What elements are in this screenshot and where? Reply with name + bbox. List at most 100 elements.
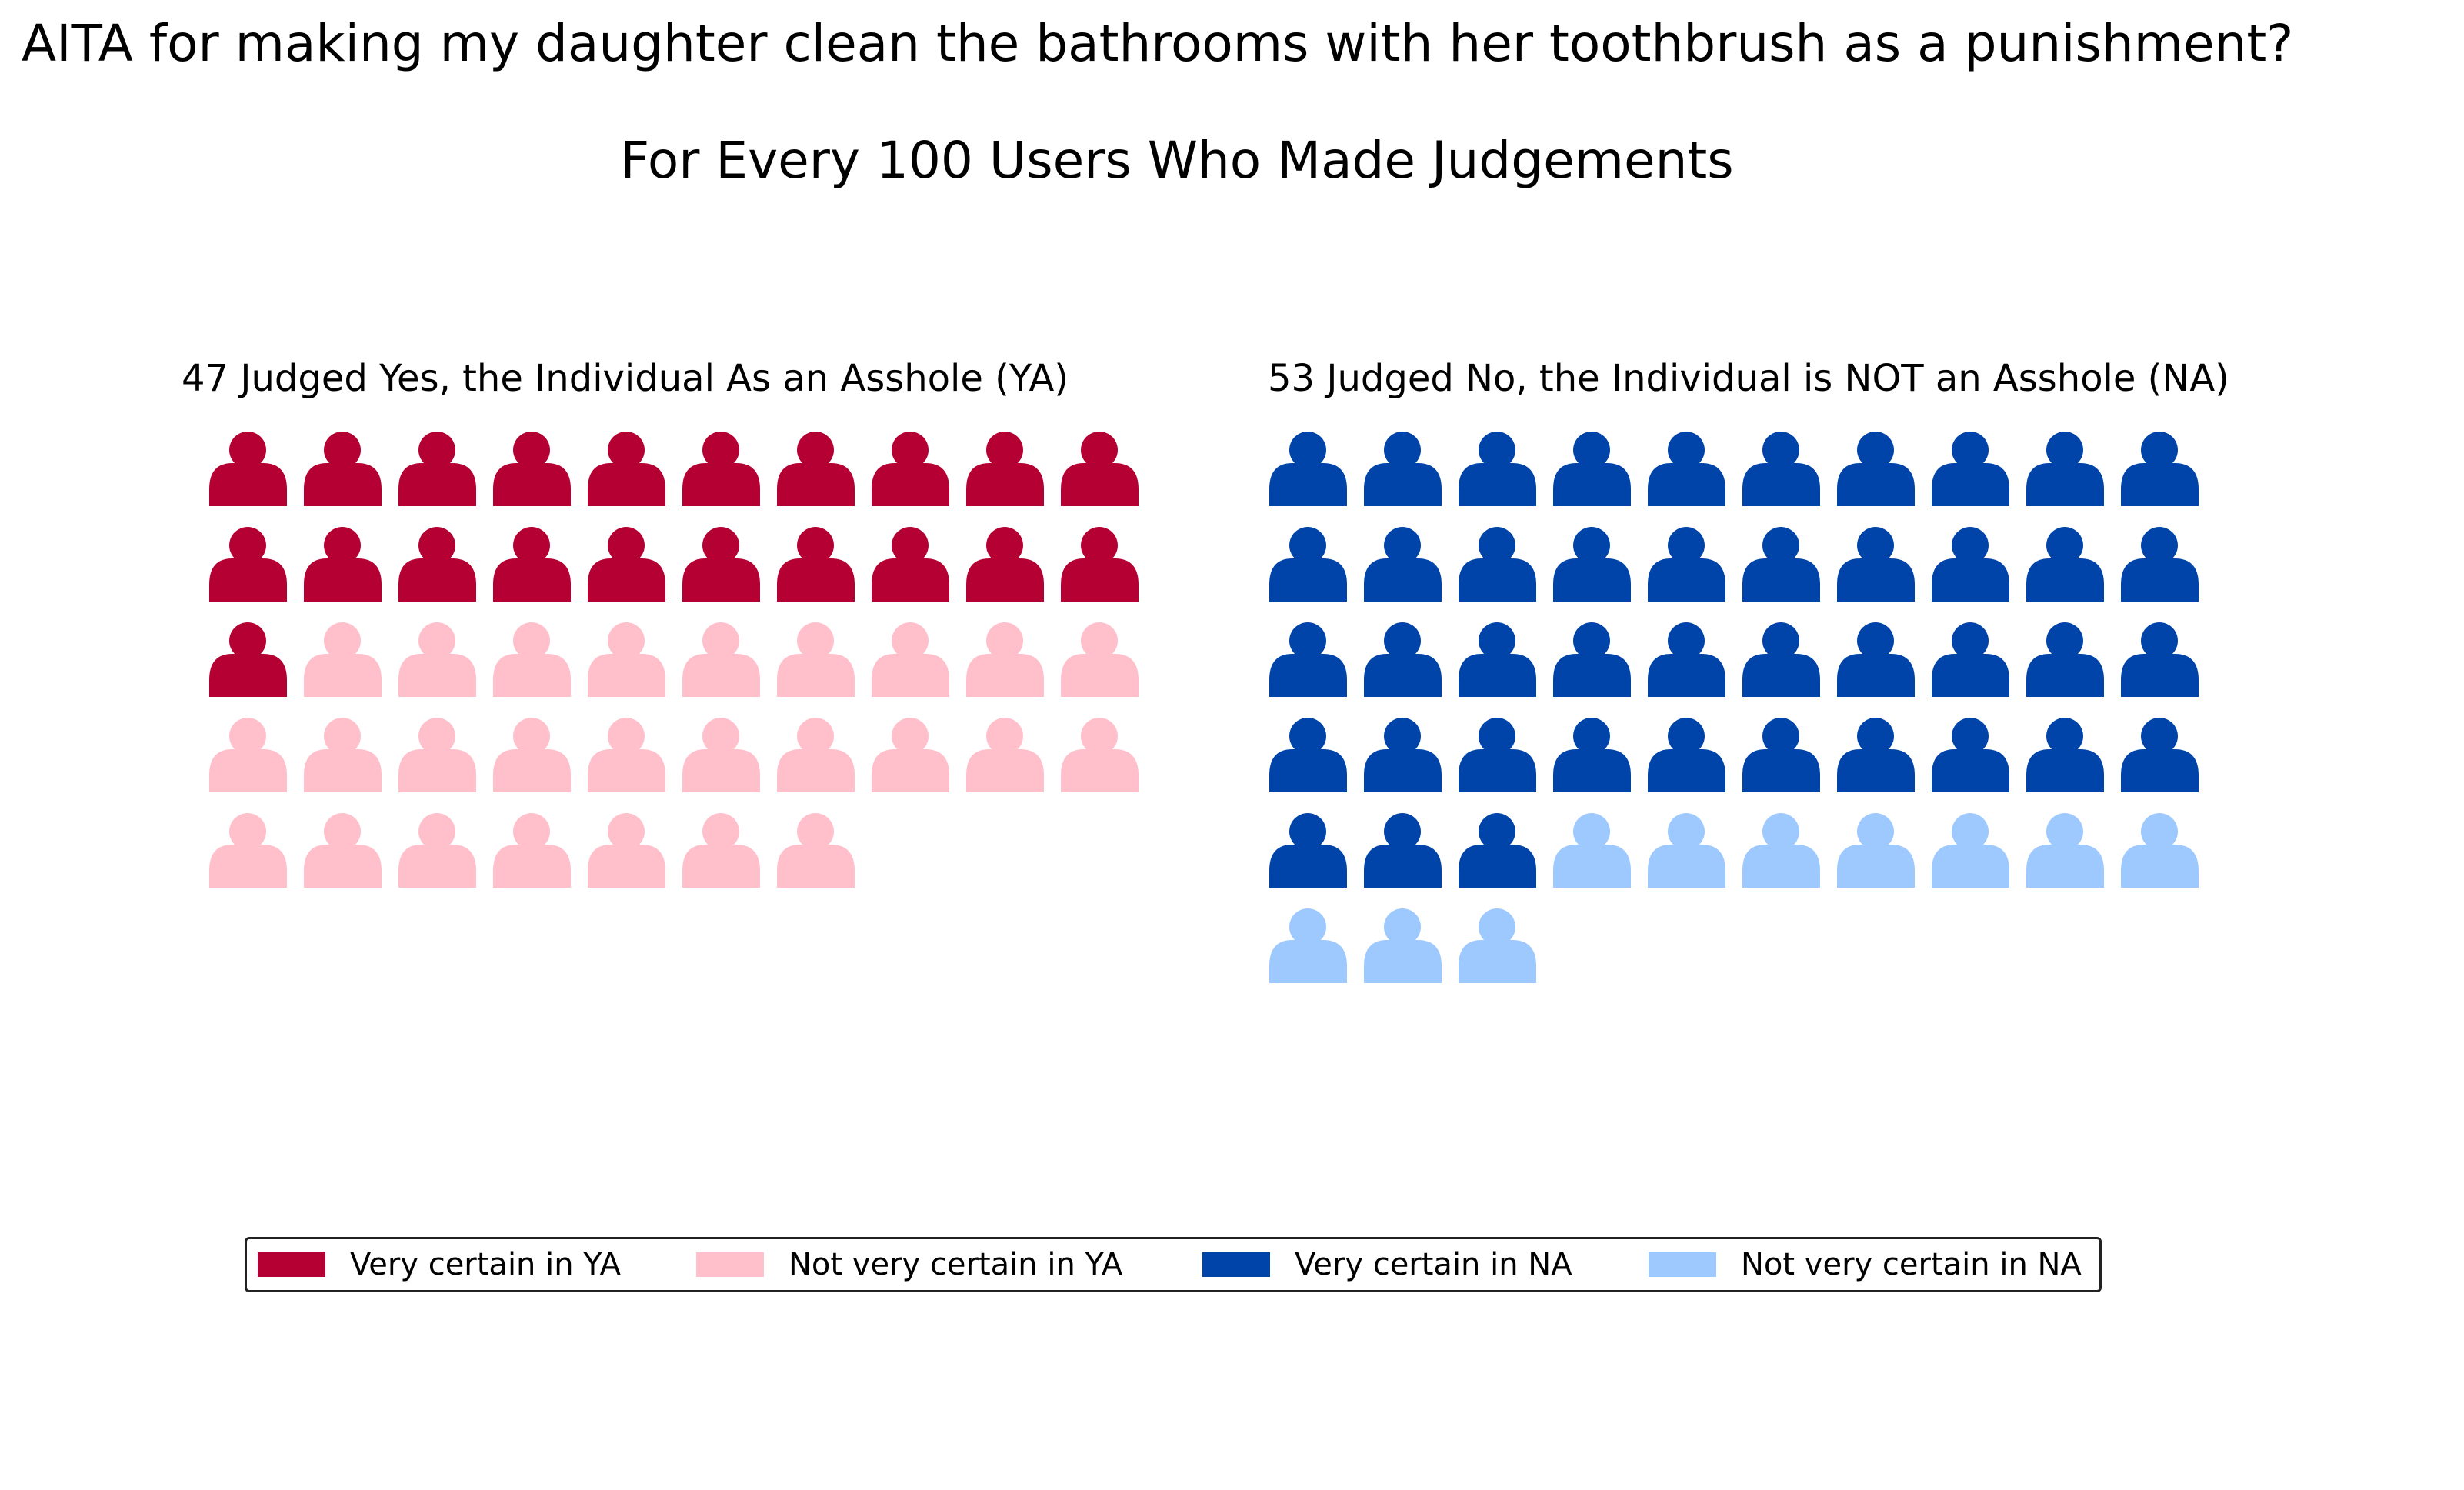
person-icon bbox=[1364, 718, 1442, 792]
person-icon bbox=[1648, 432, 1725, 506]
person-icon bbox=[1269, 432, 1347, 506]
person-icon bbox=[1932, 622, 2009, 697]
person-icon bbox=[1553, 622, 1631, 697]
person-icon bbox=[209, 718, 287, 792]
person-icon bbox=[304, 527, 382, 602]
person-icon bbox=[1269, 908, 1347, 983]
person-icon bbox=[1742, 718, 1820, 792]
person-icon bbox=[304, 813, 382, 888]
person-icon bbox=[966, 527, 1044, 602]
person-icon bbox=[1648, 718, 1725, 792]
person-icon bbox=[2121, 718, 2199, 792]
person-icon bbox=[493, 432, 571, 506]
person-icon bbox=[398, 527, 476, 602]
person-icon bbox=[1459, 908, 1536, 983]
person-icon bbox=[1837, 718, 1915, 792]
person-icon bbox=[1837, 432, 1915, 506]
person-icon bbox=[304, 622, 382, 697]
person-icon bbox=[493, 527, 571, 602]
person-icon bbox=[588, 527, 665, 602]
legend-label: Not very certain in YA bbox=[789, 1247, 1123, 1282]
person-icon bbox=[966, 622, 1044, 697]
person-icon bbox=[2121, 432, 2199, 506]
person-icon bbox=[1553, 813, 1631, 888]
legend-label: Very certain in NA bbox=[1295, 1247, 1572, 1282]
person-icon bbox=[872, 527, 949, 602]
person-icon bbox=[1553, 432, 1631, 506]
person-icon bbox=[1459, 527, 1536, 602]
person-icon bbox=[2121, 622, 2199, 697]
person-icon bbox=[209, 813, 287, 888]
person-icon bbox=[209, 622, 287, 697]
person-icon bbox=[1459, 813, 1536, 888]
person-icon bbox=[209, 432, 287, 506]
legend-item-very-certain-na: Very certain in NA bbox=[1202, 1239, 1572, 1290]
person-icon bbox=[1648, 813, 1725, 888]
person-icon bbox=[1269, 718, 1347, 792]
panel-title-na: 53 Judged No, the Individual is NOT an A… bbox=[1268, 357, 2229, 400]
person-icon bbox=[1269, 527, 1347, 602]
person-icon bbox=[1269, 622, 1347, 697]
person-icon bbox=[1553, 527, 1631, 602]
legend-label: Very certain in YA bbox=[350, 1247, 621, 1282]
person-icon bbox=[1837, 622, 1915, 697]
person-icon bbox=[682, 622, 760, 697]
person-icon bbox=[1061, 432, 1139, 506]
person-icon bbox=[2121, 813, 2199, 888]
person-icon bbox=[872, 718, 949, 792]
person-icon bbox=[1364, 813, 1442, 888]
person-icon bbox=[966, 718, 1044, 792]
legend-item-very-certain-ya: Very certain in YA bbox=[258, 1239, 621, 1290]
person-icon bbox=[398, 718, 476, 792]
person-icon bbox=[588, 718, 665, 792]
person-icon bbox=[777, 718, 855, 792]
person-icon bbox=[1742, 622, 1820, 697]
person-icon bbox=[2026, 622, 2104, 697]
person-icon bbox=[1837, 527, 1915, 602]
person-icon bbox=[777, 813, 855, 888]
person-icon bbox=[588, 622, 665, 697]
person-icon bbox=[1459, 432, 1536, 506]
person-icon bbox=[2026, 718, 2104, 792]
person-icon bbox=[1742, 527, 1820, 602]
legend-swatch bbox=[1202, 1252, 1270, 1277]
person-icon bbox=[966, 432, 1044, 506]
person-icon bbox=[2026, 432, 2104, 506]
person-icon bbox=[872, 622, 949, 697]
person-icon bbox=[304, 718, 382, 792]
person-icon bbox=[2026, 527, 2104, 602]
chart-title: AITA for making my daughter clean the ba… bbox=[22, 14, 2294, 73]
person-icon bbox=[1932, 813, 2009, 888]
person-icon bbox=[209, 527, 287, 602]
person-icon bbox=[1742, 432, 1820, 506]
person-icon bbox=[398, 813, 476, 888]
legend-item-not-very-certain-na: Not very certain in NA bbox=[1649, 1239, 2082, 1290]
legend: Very certain in YA Not very certain in Y… bbox=[245, 1237, 2102, 1292]
person-icon bbox=[1364, 622, 1442, 697]
legend-swatch bbox=[1649, 1252, 1716, 1277]
person-icon bbox=[398, 432, 476, 506]
person-icon bbox=[1553, 718, 1631, 792]
legend-label: Not very certain in NA bbox=[1741, 1247, 2082, 1282]
person-icon bbox=[1459, 622, 1536, 697]
person-icon bbox=[682, 813, 760, 888]
person-icon bbox=[1061, 527, 1139, 602]
legend-swatch bbox=[258, 1252, 325, 1277]
person-icon bbox=[1061, 622, 1139, 697]
person-icon bbox=[777, 527, 855, 602]
person-icon bbox=[1459, 718, 1536, 792]
person-icon bbox=[1364, 527, 1442, 602]
person-icon bbox=[2121, 527, 2199, 602]
person-icon bbox=[777, 432, 855, 506]
person-icon bbox=[1061, 718, 1139, 792]
person-icon bbox=[1932, 432, 2009, 506]
person-icon bbox=[398, 622, 476, 697]
legend-item-not-very-certain-ya: Not very certain in YA bbox=[696, 1239, 1122, 1290]
person-icon bbox=[1932, 527, 2009, 602]
person-icon bbox=[493, 813, 571, 888]
person-icon bbox=[1648, 527, 1725, 602]
person-icon bbox=[1648, 622, 1725, 697]
panel-title-ya: 47 Judged Yes, the Individual As an Assh… bbox=[182, 357, 1069, 400]
person-icon bbox=[493, 622, 571, 697]
